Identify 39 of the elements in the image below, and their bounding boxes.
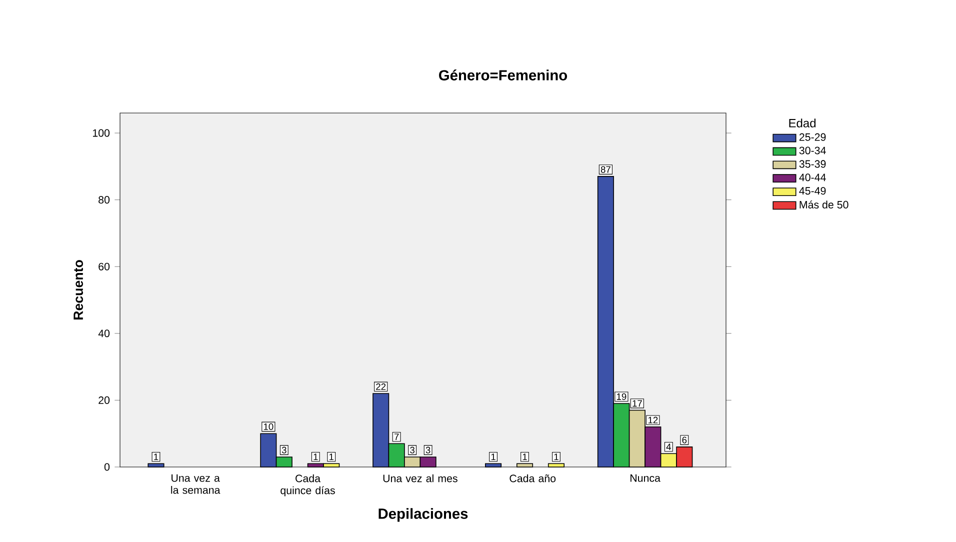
x-tick-label: Una vez al mes bbox=[383, 474, 458, 482]
data-label: 3 bbox=[282, 446, 286, 454]
data-label: 4 bbox=[666, 444, 671, 450]
legend-label: 40-44 bbox=[799, 174, 826, 182]
data-label: 17 bbox=[632, 400, 642, 407]
legend-label: 45-49 bbox=[799, 187, 826, 195]
x-tick-label: Cada año bbox=[510, 474, 556, 482]
data-label: 7 bbox=[394, 434, 399, 440]
y-tick-label: 0 bbox=[104, 463, 110, 471]
data-label: 12 bbox=[648, 416, 658, 424]
x-tick-label: Cada quince días bbox=[280, 474, 335, 496]
x-tick-label: Nunca bbox=[630, 474, 660, 482]
data-label: 1 bbox=[554, 454, 558, 460]
data-label: 22 bbox=[376, 383, 386, 390]
chart-title: Género=Femenino bbox=[439, 70, 568, 80]
legend-label: 35-39 bbox=[799, 160, 826, 168]
data-label: 1 bbox=[314, 454, 318, 460]
y-tick-label: 80 bbox=[98, 196, 110, 204]
data-label: 1 bbox=[491, 454, 496, 460]
x-axis-title: Depilaciones bbox=[378, 508, 468, 522]
y-tick-label: 20 bbox=[98, 396, 110, 404]
y-tick-label: 60 bbox=[98, 262, 110, 270]
legend-label: 30-34 bbox=[799, 146, 826, 154]
legend-label: Más de 50 bbox=[800, 200, 848, 208]
legend-label: 25-29 bbox=[799, 133, 826, 141]
data-label: 1 bbox=[154, 454, 158, 460]
data-label: 1 bbox=[329, 454, 334, 460]
data-label: 3 bbox=[426, 446, 430, 454]
data-label: 10 bbox=[264, 423, 274, 430]
data-label: 87 bbox=[600, 166, 610, 173]
x-tick-label: Una vez a la semana bbox=[171, 474, 220, 494]
data-label: 19 bbox=[616, 393, 626, 400]
data-label: 1 bbox=[522, 454, 527, 460]
y-axis-title: Recuento bbox=[74, 260, 84, 320]
data-label: 3 bbox=[410, 446, 414, 454]
y-tick-label: 40 bbox=[98, 330, 110, 338]
y-tick-label: 100 bbox=[92, 129, 110, 137]
data-label: 6 bbox=[682, 436, 687, 444]
legend-title: Edad bbox=[789, 118, 816, 128]
